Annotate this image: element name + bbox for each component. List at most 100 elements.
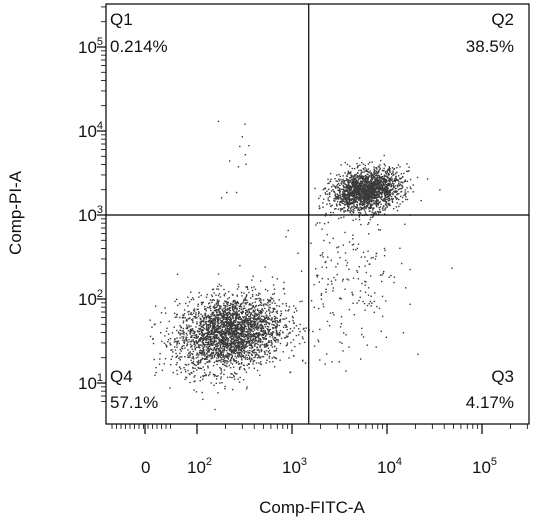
event-point bbox=[190, 312, 192, 314]
event-point bbox=[243, 330, 245, 333]
event-point bbox=[299, 330, 301, 333]
event-point bbox=[204, 314, 206, 316]
event-point bbox=[184, 317, 187, 319]
event-point bbox=[392, 180, 394, 182]
event-point bbox=[363, 199, 365, 201]
event-point bbox=[254, 341, 256, 343]
event-point bbox=[334, 279, 337, 281]
event-point bbox=[265, 320, 267, 322]
event-point bbox=[221, 336, 223, 338]
event-point bbox=[356, 176, 358, 178]
event-point bbox=[377, 223, 379, 226]
event-point bbox=[369, 263, 371, 265]
event-point bbox=[220, 334, 222, 336]
event-point bbox=[259, 301, 262, 303]
event-point bbox=[381, 280, 383, 283]
event-point bbox=[347, 202, 349, 204]
event-point bbox=[239, 323, 241, 326]
event-point bbox=[370, 175, 372, 177]
event-point bbox=[408, 170, 410, 172]
event-point bbox=[325, 288, 327, 290]
event-point bbox=[253, 310, 255, 313]
event-point bbox=[212, 357, 214, 359]
event-point bbox=[285, 335, 288, 337]
event-point bbox=[364, 170, 366, 172]
event-point bbox=[231, 357, 233, 360]
event-point bbox=[369, 185, 371, 187]
event-point bbox=[355, 192, 358, 194]
event-point bbox=[244, 309, 247, 312]
event-point bbox=[381, 207, 384, 210]
event-point bbox=[231, 332, 233, 335]
event-point bbox=[272, 326, 274, 329]
event-point bbox=[370, 186, 372, 189]
event-point bbox=[374, 200, 377, 202]
event-point bbox=[233, 343, 236, 345]
event-point bbox=[318, 197, 320, 200]
event-point bbox=[223, 314, 225, 316]
event-point bbox=[391, 189, 394, 191]
event-point bbox=[227, 325, 229, 327]
event-point bbox=[332, 290, 334, 292]
event-point bbox=[398, 198, 400, 201]
event-point bbox=[366, 344, 368, 346]
event-point bbox=[234, 299, 236, 302]
event-point bbox=[260, 318, 263, 320]
event-point bbox=[211, 355, 213, 357]
event-point bbox=[253, 335, 256, 338]
event-point bbox=[374, 212, 376, 214]
event-point bbox=[352, 200, 354, 203]
event-point bbox=[356, 203, 358, 206]
event-point bbox=[357, 278, 360, 280]
event-point bbox=[358, 184, 360, 187]
event-point bbox=[237, 325, 239, 328]
event-point bbox=[254, 301, 256, 303]
event-point bbox=[237, 346, 239, 348]
event-point bbox=[340, 216, 342, 219]
event-point bbox=[378, 176, 381, 178]
event-point bbox=[225, 334, 227, 337]
event-point bbox=[210, 317, 212, 320]
event-point bbox=[385, 190, 388, 192]
event-point bbox=[396, 184, 398, 186]
event-point bbox=[358, 218, 361, 221]
event-point bbox=[204, 363, 206, 365]
event-point bbox=[373, 193, 375, 195]
event-point bbox=[255, 315, 257, 317]
event-point bbox=[248, 327, 251, 330]
event-point bbox=[329, 172, 332, 175]
event-point bbox=[335, 185, 338, 187]
event-point bbox=[390, 176, 393, 178]
event-point bbox=[366, 192, 368, 195]
event-point bbox=[353, 202, 355, 204]
event-point bbox=[218, 310, 220, 312]
event-point bbox=[215, 382, 217, 384]
event-point bbox=[385, 179, 387, 181]
event-point bbox=[244, 154, 246, 156]
event-point bbox=[246, 335, 248, 337]
event-point bbox=[253, 356, 255, 359]
event-point bbox=[266, 328, 268, 330]
event-point bbox=[350, 191, 353, 194]
event-point bbox=[239, 303, 242, 306]
event-point bbox=[267, 300, 270, 302]
event-point bbox=[337, 196, 339, 199]
event-point bbox=[253, 350, 255, 352]
event-point bbox=[384, 191, 387, 193]
event-point bbox=[192, 297, 194, 299]
event-point bbox=[211, 333, 213, 336]
event-point bbox=[238, 348, 241, 350]
event-point bbox=[234, 373, 237, 375]
event-point bbox=[196, 317, 198, 319]
event-point bbox=[385, 336, 387, 338]
event-point bbox=[387, 198, 390, 200]
event-point bbox=[400, 195, 402, 197]
event-point bbox=[205, 356, 208, 358]
event-point bbox=[229, 306, 231, 309]
event-point bbox=[214, 322, 217, 324]
event-point bbox=[254, 349, 256, 351]
event-point bbox=[183, 336, 185, 338]
event-point bbox=[203, 317, 205, 319]
event-point bbox=[252, 360, 254, 363]
event-point bbox=[236, 345, 239, 347]
